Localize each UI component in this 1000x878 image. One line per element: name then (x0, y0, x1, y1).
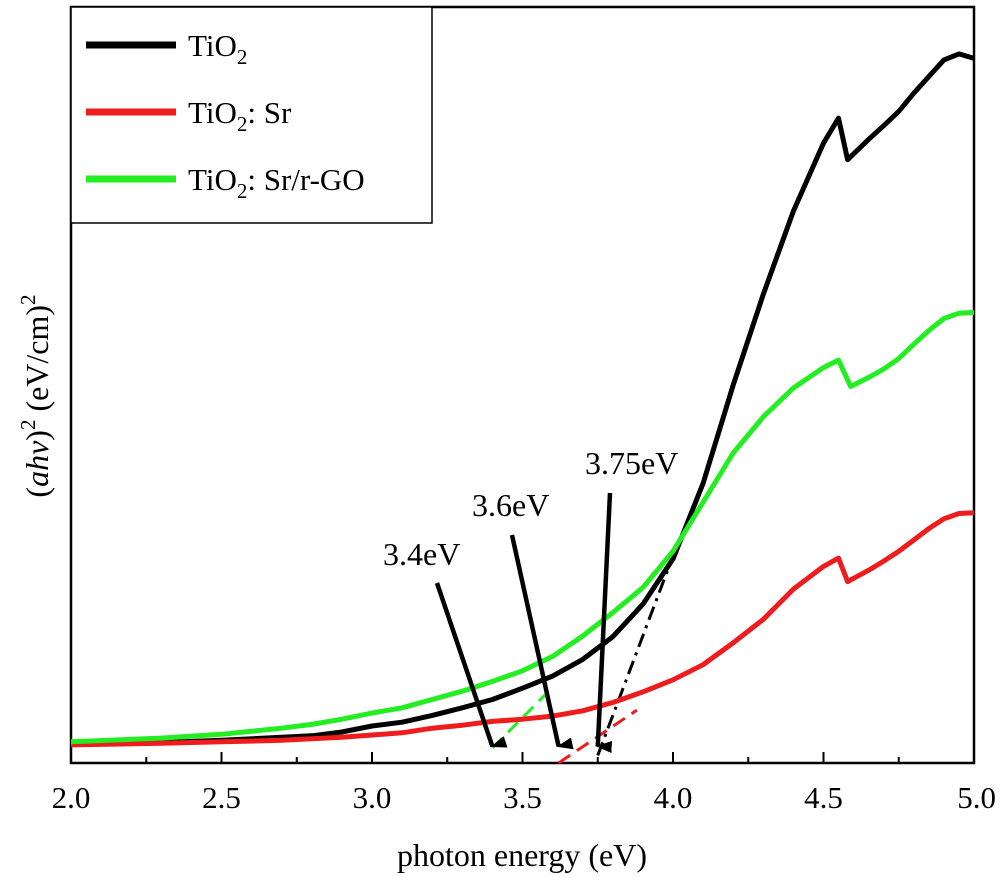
x-tick-label-3-0: 3.0 (353, 780, 392, 815)
annotation-3-6ev: 3.6eV (472, 487, 549, 523)
x-tick-label-4-0: 4.0 (654, 780, 693, 815)
svg-text:(ahv)2 (eV/cm)2: (ahv)2 (eV/cm)2 (16, 294, 55, 497)
annotation-3-4ev: 3.4eV (383, 536, 460, 572)
x-tick-label-2-0: 2.0 (52, 780, 91, 815)
x-tick-label-2-5: 2.5 (202, 780, 241, 815)
x-axis-ticks: 2.0 2.5 3.0 3.5 4.0 4.5 5.0 (52, 752, 996, 815)
legend: TiO2 TiO2: Sr TiO2: Sr/r-GO (70, 6, 433, 224)
series-line-tio2-sr (70, 510, 975, 748)
data-series (70, 51, 975, 748)
arrow-3-4ev (434, 582, 508, 748)
y-axis-title-unit-sup: 2 (16, 294, 40, 305)
y-axis-title-italic: ahv (19, 440, 55, 487)
y-axis-title-sup: 2 (16, 420, 40, 431)
y-axis-title-mid: ) (19, 430, 55, 441)
y-axis-title: (ahv)2 (eV/cm)2 (16, 294, 55, 497)
x-tick-label-4-5: 4.5 (804, 780, 843, 815)
y-axis-title-prefix: ( (19, 487, 55, 498)
legend-label-tio2-sr: TiO2: Sr (188, 95, 292, 136)
annotation-arrows (434, 492, 613, 754)
legend-label-tio2: TiO2 (188, 28, 247, 69)
arrow-3-6ev (509, 534, 574, 750)
fit-line-2 (596, 539, 681, 756)
y-axis-title-unit: (eV/cm) (19, 305, 55, 420)
legend-label-tio2-sr-rgo: TiO2: Sr/r-GO (188, 162, 365, 203)
x-axis-title: photon energy (eV) (397, 837, 647, 873)
series-line-tio2 (70, 51, 975, 747)
series-line-tio2-sr-r-go (70, 309, 975, 745)
x-tick-label-5-0: 5.0 (957, 780, 996, 815)
arrow-3-75ev (595, 492, 613, 754)
x-tick-label-3-5: 3.5 (503, 780, 542, 815)
annotation-3-75ev: 3.75eV (585, 445, 678, 481)
